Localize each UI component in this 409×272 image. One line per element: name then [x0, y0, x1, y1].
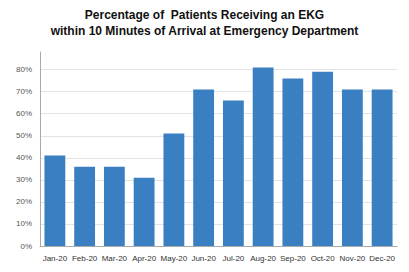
- svg-text:80%: 80%: [16, 65, 32, 74]
- svg-text:60%: 60%: [16, 109, 32, 118]
- svg-text:40%: 40%: [16, 153, 32, 162]
- svg-text:50%: 50%: [16, 131, 32, 140]
- svg-text:Apr-20: Apr-20: [132, 254, 157, 263]
- svg-text:Dec-20: Dec-20: [369, 254, 395, 263]
- svg-text:Mar-20: Mar-20: [102, 254, 128, 263]
- svg-text:Jul-20: Jul-20: [222, 254, 244, 263]
- svg-text:20%: 20%: [16, 197, 32, 206]
- svg-text:Aug-20: Aug-20: [250, 254, 276, 263]
- svg-text:within 10 Minutes of Arrival a: within 10 Minutes of Arrival at Emergenc…: [50, 24, 359, 38]
- svg-text:Percentage of Patients Receiv: Percentage of Patients Receiving an EKG: [85, 8, 324, 22]
- svg-text:10%: 10%: [16, 219, 32, 228]
- svg-text:Nov-20: Nov-20: [339, 254, 365, 263]
- svg-text:0%: 0%: [20, 242, 32, 251]
- svg-text:30%: 30%: [16, 175, 32, 184]
- svg-text:Oct-20: Oct-20: [311, 254, 336, 263]
- svg-text:70%: 70%: [16, 87, 32, 96]
- svg-text:May-20: May-20: [161, 254, 188, 263]
- svg-text:Feb-20: Feb-20: [72, 254, 98, 263]
- svg-text:Jun-20: Jun-20: [191, 254, 216, 263]
- svg-text:Sep-20: Sep-20: [280, 254, 306, 263]
- svg-text:Jan-20: Jan-20: [43, 254, 68, 263]
